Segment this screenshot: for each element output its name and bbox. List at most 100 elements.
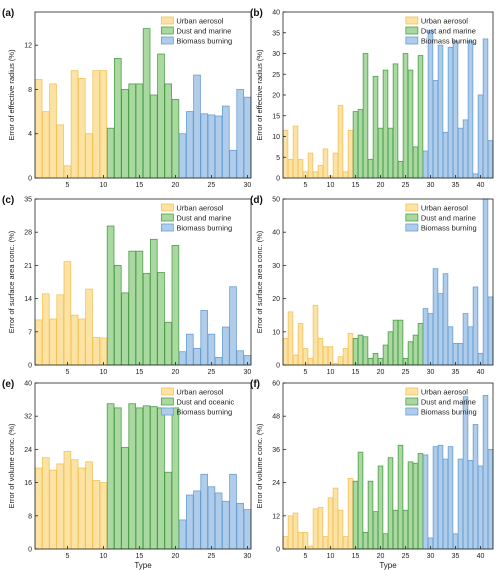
axes-frame <box>282 198 494 366</box>
bar-biomass-3 <box>432 446 439 550</box>
bar-urban-7 <box>312 508 319 550</box>
bar-dust-7 <box>150 406 158 550</box>
panel-c: 0 7 14 21 28 35 5 10 15 20 25 30 Error of surface ar… <box>2 195 252 376</box>
bar-urban-7 <box>312 171 319 179</box>
bar-urban-10 <box>99 482 108 550</box>
x-tick-label: 20 <box>377 182 385 189</box>
bar-dust-7 <box>382 533 389 550</box>
panel-label: (a) <box>2 8 14 19</box>
bar-biomass-13 <box>482 38 489 179</box>
bar-dust-5 <box>135 250 144 366</box>
bar-urban-3 <box>292 354 299 366</box>
bar-dust-7 <box>382 69 389 179</box>
bar-urban-13 <box>342 171 349 179</box>
bar-urban-4 <box>56 124 64 179</box>
bar-biomass-8 <box>229 149 237 179</box>
bar-urban-3 <box>292 125 299 179</box>
bar-biomass-11 <box>472 286 479 366</box>
legend-label-dust: Dust and marine <box>176 26 231 35</box>
bar-biomass-1 <box>422 150 429 179</box>
y-tick-label: 35 <box>24 197 32 204</box>
bar-dust-1 <box>106 403 115 550</box>
legend-swatch-biomass <box>405 36 419 45</box>
x-tick-label: 20 <box>377 369 385 376</box>
x-tick-label: 10 <box>100 553 108 560</box>
x-tick-label: 10 <box>100 369 108 376</box>
y-tick-label: 50 <box>272 197 280 204</box>
bar-biomass-5 <box>207 114 216 179</box>
bar-biomass-13 <box>482 395 489 550</box>
bar-dust-6 <box>142 405 151 550</box>
bar-biomass-2 <box>427 30 434 179</box>
legend-swatch-urban <box>160 203 174 212</box>
bar-biomass-4 <box>437 444 444 550</box>
bar-dust-8 <box>157 53 165 179</box>
bar-urban-9 <box>322 536 329 550</box>
bar-urban-6 <box>307 357 314 366</box>
bar-biomass-2 <box>186 111 194 179</box>
bar-biomass-8 <box>229 286 237 366</box>
bar-biomass-6 <box>214 115 223 179</box>
bar-dust-13 <box>412 462 419 550</box>
bar-urban-7 <box>78 78 86 179</box>
bar-biomass-2 <box>186 494 194 550</box>
bar-urban-1 <box>34 467 43 550</box>
bar-dust-6 <box>377 465 384 550</box>
bar-urban-7 <box>312 304 319 366</box>
bar-biomass-3 <box>432 80 439 179</box>
bar-dust-10 <box>397 160 404 179</box>
bar-dust-14 <box>417 323 424 366</box>
legend-label-urban: Urban aerosol <box>176 16 223 25</box>
legend-label-urban: Urban aerosol <box>421 16 468 25</box>
bar-dust-2 <box>114 264 122 366</box>
bar-urban-10 <box>327 497 334 550</box>
x-tick-label: 15 <box>136 553 144 560</box>
bar-dust-1 <box>352 338 359 366</box>
y-axis-label: Error of volume conc. (%) <box>255 423 264 509</box>
bar-dust-5 <box>135 83 144 179</box>
bar-urban-3 <box>49 83 57 179</box>
y-tick-label: 32 <box>24 414 32 421</box>
bar-biomass-4 <box>437 293 444 366</box>
y-tick-label: 12 <box>272 513 280 520</box>
bar-biomass-3 <box>193 490 201 550</box>
bar-biomass-10 <box>467 326 474 366</box>
bar-dust-11 <box>402 509 409 550</box>
bar-biomass-6 <box>447 446 454 550</box>
x-tick-label: 5 <box>304 369 308 376</box>
bar-dust-3 <box>121 446 129 550</box>
bar-biomass-7 <box>222 326 230 366</box>
bar-urban-7 <box>78 467 86 550</box>
y-tick-label: 35 <box>272 30 280 37</box>
x-tick-label: 25 <box>208 182 216 189</box>
bar-dust-7 <box>150 238 158 366</box>
bar-dust-3 <box>362 336 369 366</box>
bar-urban-1 <box>282 129 289 179</box>
legend-label-biomass: Biomass burning <box>421 36 477 45</box>
bar-urban-6 <box>70 459 79 550</box>
legend-label-urban: Urban aerosol <box>421 203 468 212</box>
legend-swatch-dust <box>160 26 174 35</box>
y-tick-label: 15 <box>272 113 280 120</box>
x-tick-label: 15 <box>136 369 144 376</box>
y-axis-label: Error of effective radius (%) <box>7 49 16 141</box>
legend-swatch-biomass <box>160 223 174 232</box>
y-axis-label: Error of effective radius (%) <box>255 49 264 141</box>
bar-dust-3 <box>121 292 129 366</box>
bar-urban-14 <box>347 478 354 550</box>
x-tick-label: 40 <box>477 553 485 560</box>
bar-biomass-9 <box>236 350 244 366</box>
y-tick-label: 28 <box>24 230 32 237</box>
y-tick-label: 60 <box>272 381 280 388</box>
bar-urban-5 <box>63 451 72 550</box>
bar-urban-7 <box>78 318 86 366</box>
legend-label-biomass: Biomass burning <box>176 36 232 45</box>
bar-dust-13 <box>412 334 419 366</box>
bar-biomass-8 <box>457 127 464 179</box>
bar-urban-6 <box>70 70 79 179</box>
bar-dust-2 <box>357 109 364 179</box>
bar-biomass-9 <box>236 89 244 179</box>
bar-urban-12 <box>337 509 344 550</box>
bar-dust-4 <box>367 357 374 366</box>
bar-urban-11 <box>332 152 339 179</box>
